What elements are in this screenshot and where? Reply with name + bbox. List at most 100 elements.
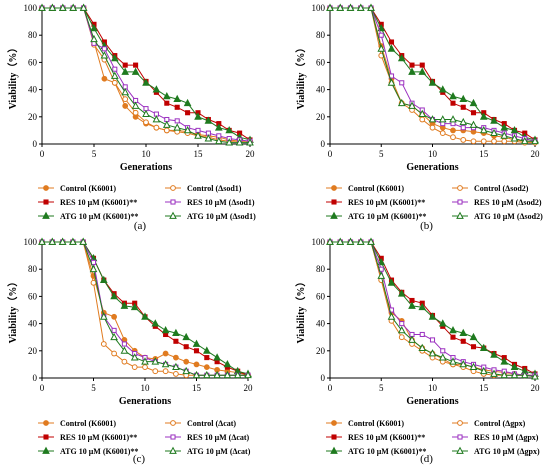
data-point <box>480 138 487 145</box>
data-point <box>99 275 108 283</box>
data-point <box>409 62 415 68</box>
data-point <box>246 138 254 146</box>
data-point <box>367 3 375 11</box>
data-point <box>510 134 519 142</box>
data-point <box>346 237 355 245</box>
data-point <box>121 67 130 75</box>
y-tick-label: 60 <box>28 291 38 301</box>
data-point <box>121 358 128 365</box>
y-tick-label: 60 <box>28 57 38 67</box>
data-point <box>79 3 88 11</box>
data-point <box>428 78 437 86</box>
x-tick-label: 20 <box>531 149 541 159</box>
data-point <box>440 348 446 354</box>
panel-label: (c) <box>133 453 146 465</box>
legend-marker <box>457 434 463 440</box>
chart-panel-2: 0 5 10 15 20 0 20 40 60 80 100 Generations Viability… <box>294 3 543 232</box>
data-point <box>151 319 160 327</box>
data-point <box>90 279 97 286</box>
legend-entry: RES 10 μM (Δcat) <box>187 433 250 442</box>
data-point <box>449 92 457 100</box>
data-point <box>173 338 179 344</box>
data-point <box>194 112 202 120</box>
y-tick-label: 80 <box>28 30 38 40</box>
data-point <box>130 302 139 311</box>
data-point <box>225 138 234 146</box>
data-point <box>490 350 498 358</box>
data-point <box>173 354 179 361</box>
data-point <box>490 116 498 124</box>
data-point <box>152 368 159 375</box>
data-point <box>387 78 396 86</box>
data-point <box>408 301 416 309</box>
data-point <box>203 364 210 371</box>
data-point <box>185 110 191 116</box>
legend-marker <box>43 420 49 426</box>
y-tick-label: 0 <box>321 139 326 149</box>
legend-entry: Control (Δgpx) <box>474 419 526 428</box>
legend: Control (K6001) RES 10 μM (K6001)** ATG 10… <box>38 419 251 456</box>
data-point <box>90 259 97 265</box>
data-point <box>235 138 244 146</box>
legend-entry: ATG 10 μM (K6001)** <box>348 447 426 456</box>
data-point <box>500 357 509 365</box>
legend-marker <box>169 446 177 454</box>
data-point <box>202 370 211 379</box>
data-point <box>326 3 334 11</box>
data-point <box>387 44 396 52</box>
data-point <box>173 371 179 377</box>
y-tick-label: 20 <box>316 346 326 356</box>
data-point <box>377 258 386 266</box>
data-point <box>418 67 427 75</box>
y-tick-label: 100 <box>312 237 326 247</box>
y-tick-label: 0 <box>321 373 326 383</box>
data-point <box>112 66 118 72</box>
legend-marker <box>42 211 50 219</box>
data-point <box>152 85 161 93</box>
x-tick-label: 0 <box>40 149 45 159</box>
data-point <box>429 337 436 343</box>
legend-marker <box>170 199 176 205</box>
data-point <box>233 370 242 379</box>
data-point <box>162 350 169 357</box>
data-point <box>132 109 139 116</box>
legend-marker <box>170 185 176 191</box>
data-point <box>336 237 345 245</box>
y-axis-label: Viability（%） <box>294 43 307 110</box>
y-axis-label: Viability（%） <box>294 277 307 344</box>
legend-marker <box>43 185 49 191</box>
data-point <box>450 100 456 106</box>
data-point <box>356 237 365 245</box>
data-point <box>214 123 223 131</box>
legend-marker <box>331 185 337 191</box>
data-point <box>378 32 384 38</box>
legend-marker <box>457 185 463 191</box>
data-point <box>479 126 488 134</box>
data-point <box>470 344 477 350</box>
legend-marker <box>331 420 337 426</box>
panel-label: (b) <box>420 220 433 232</box>
legend-entry: RES 10 μM (Δsod1) <box>187 198 255 207</box>
data-point <box>183 344 189 350</box>
data-point <box>204 355 210 361</box>
data-point <box>131 67 140 75</box>
data-point <box>111 350 117 357</box>
y-tick-label: 100 <box>24 237 38 247</box>
data-point <box>397 53 406 62</box>
legend-entry: ATG 10 μM (K6001)** <box>60 447 138 456</box>
x-tick-label: 10 <box>142 149 152 159</box>
y-tick-label: 60 <box>316 57 326 67</box>
chart-panel-4: 0 5 10 15 20 0 20 40 60 80 100 Generations Viability… <box>294 237 540 465</box>
data-point <box>101 46 107 52</box>
legend-entry: ATG 10 μM (Δsod1) <box>187 212 256 221</box>
x-tick-label: 10 <box>428 149 438 159</box>
data-point <box>450 334 456 340</box>
x-tick-label: 20 <box>531 383 541 393</box>
data-point <box>111 327 117 333</box>
legend-marker <box>457 420 463 426</box>
legend-entry: Control (K6001) <box>60 184 116 193</box>
x-axis-label: Generations <box>120 162 172 173</box>
data-point <box>204 134 213 142</box>
data-point <box>397 326 406 334</box>
data-point <box>111 79 118 86</box>
